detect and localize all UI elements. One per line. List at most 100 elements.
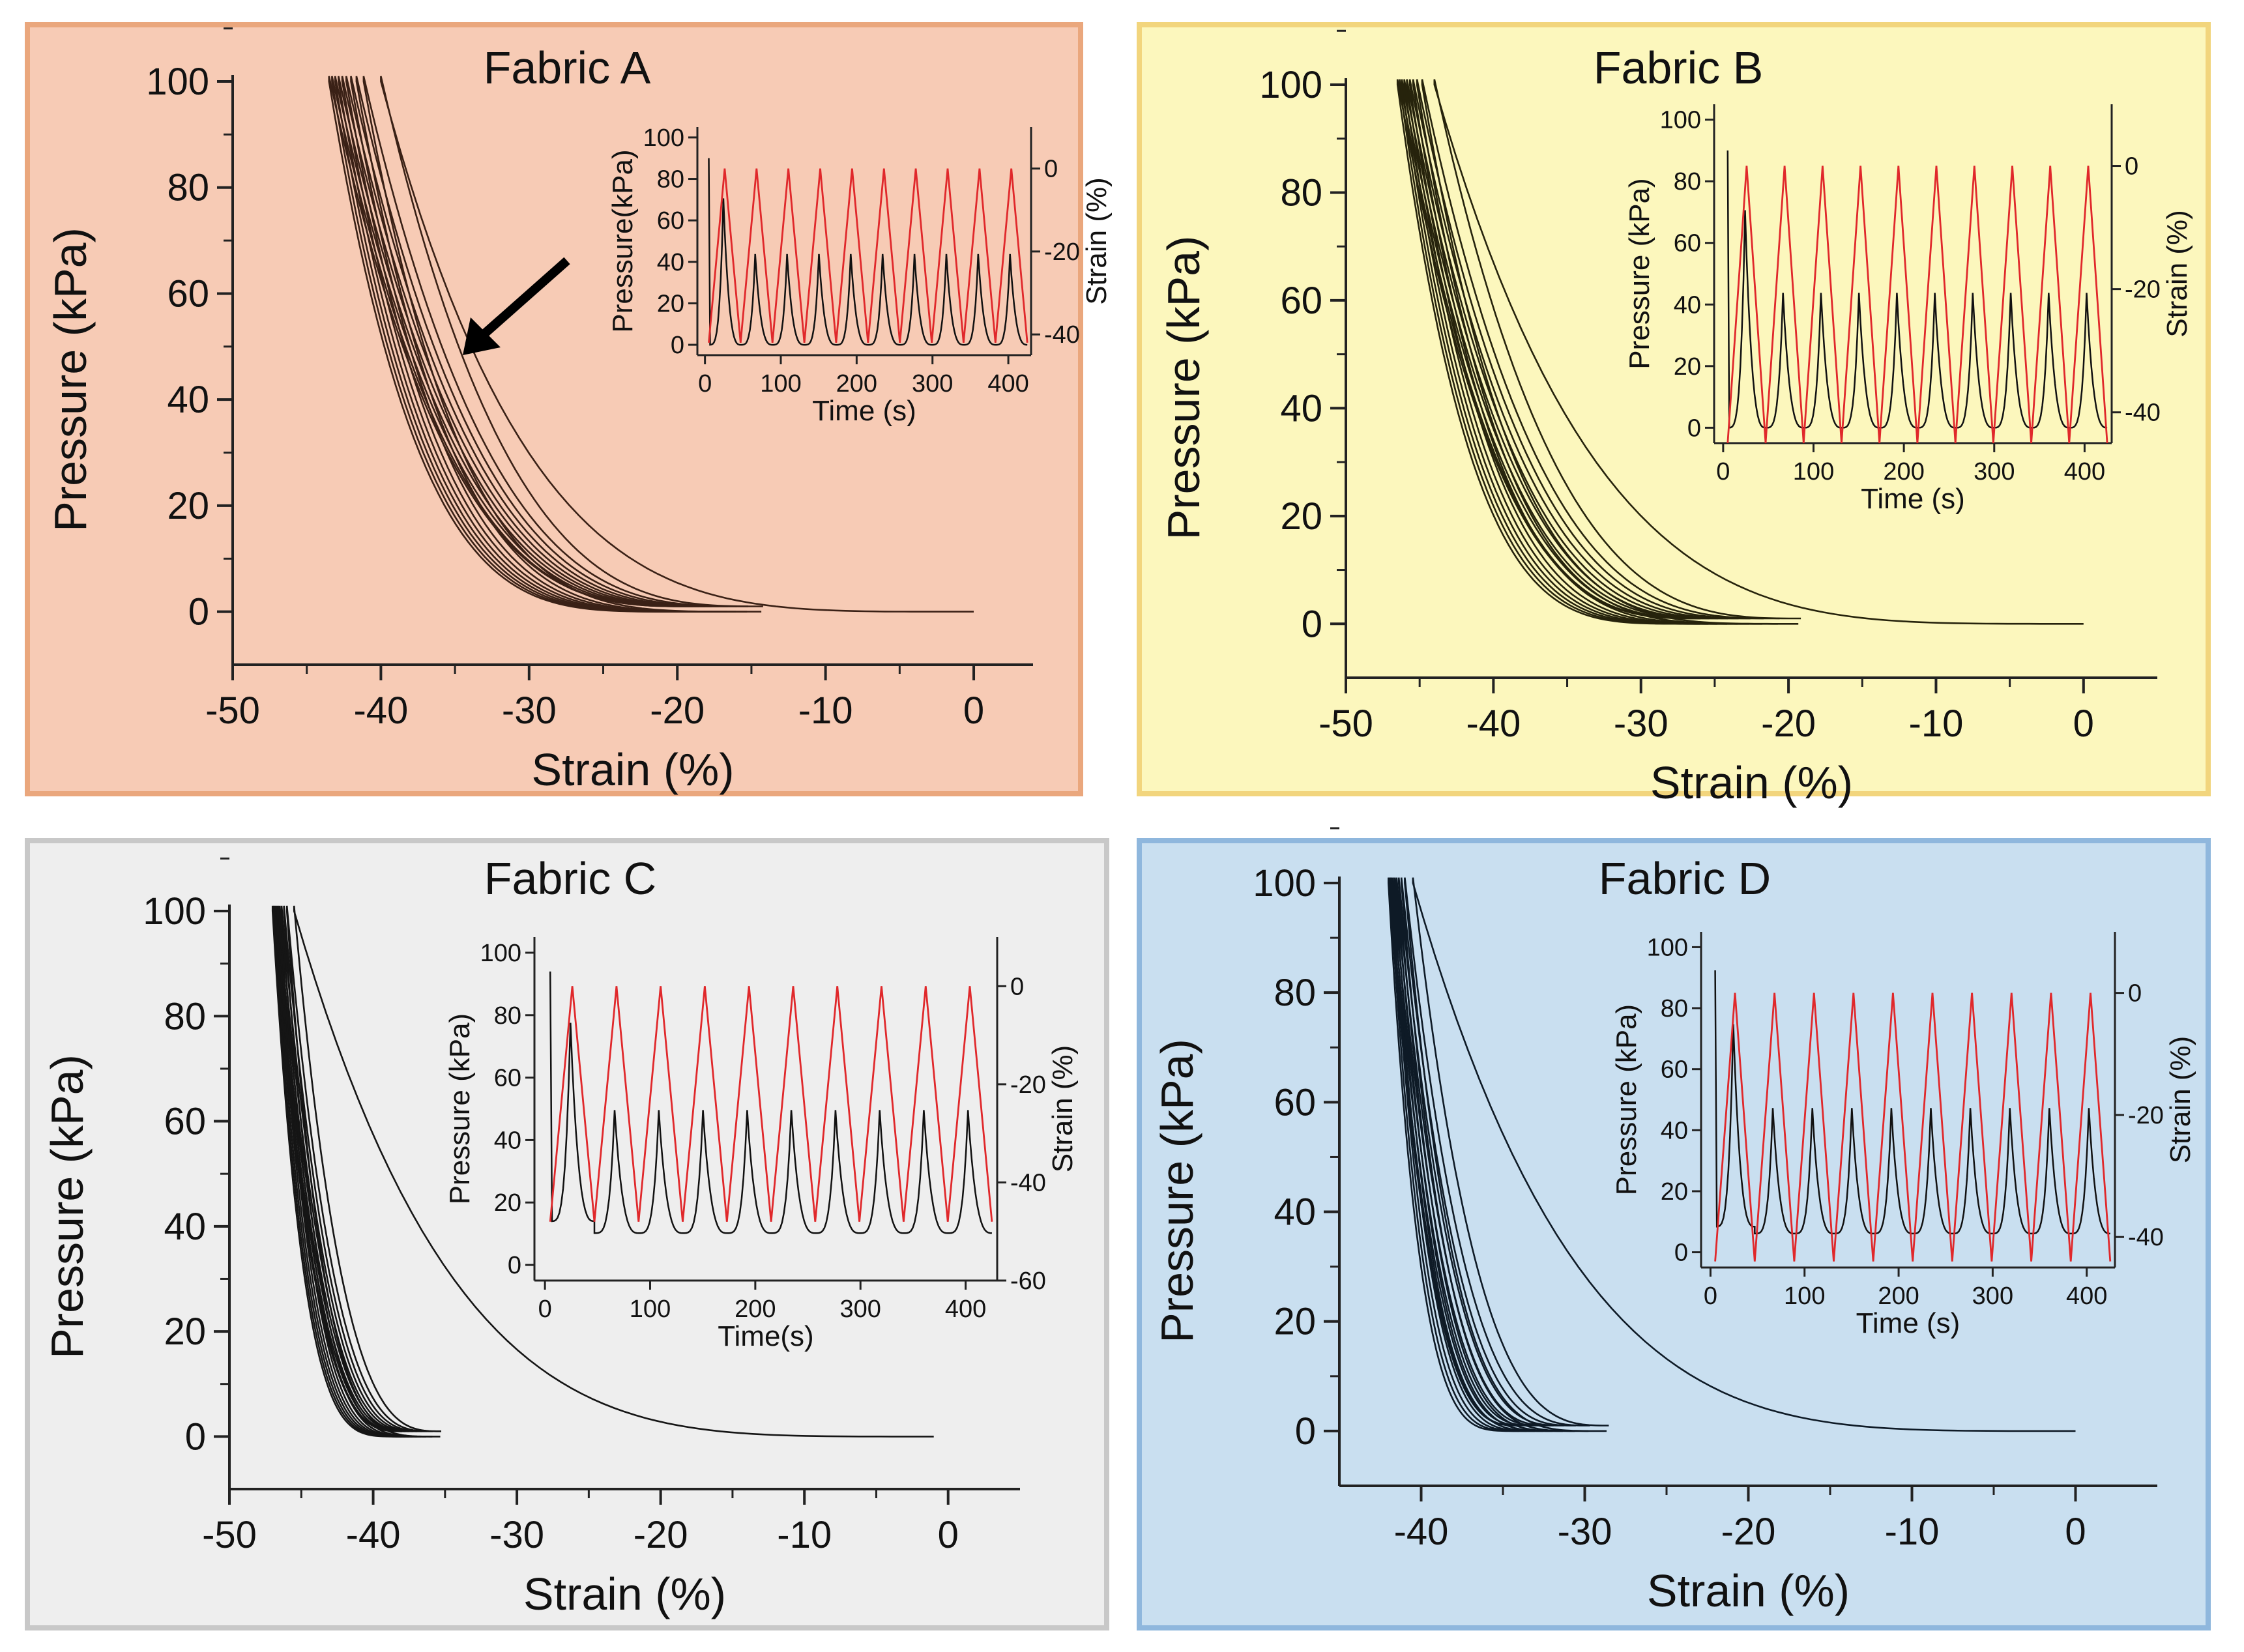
inset-x-axis-label: Time (s) (812, 395, 916, 427)
inset-x-axis-label: Time (s) (1856, 1307, 1960, 1339)
inset-left-axis-label: Pressure (kPa) (444, 1013, 476, 1204)
y-tick-label: 100 (1253, 862, 1316, 905)
inset-y-tick-label: 80 (494, 1002, 521, 1030)
x-tick-label: -30 (1558, 1511, 1612, 1553)
y-tick-label: 80 (1274, 972, 1316, 1014)
x-tick-label: 0 (938, 1514, 959, 1556)
loop-cycle-1 (1412, 877, 2076, 1432)
inset-y-tick-label: 0 (1674, 1239, 1688, 1267)
x-axis-label: Strain (%) (523, 1569, 726, 1619)
inset-right-axis-label: Strain (%) (2164, 1036, 2196, 1164)
loop-cycle-7 (338, 76, 712, 613)
inset-x-tick-label: 0 (538, 1296, 552, 1323)
loop-cycle-8 (1401, 79, 1717, 625)
loop-cycle-3 (1416, 79, 1778, 625)
inset-plot: 0 100 200 300 400 0 20 40 60 80 100 -40 -20 0 Time (s)… (607, 124, 1113, 427)
pressure-trace (708, 158, 1028, 346)
inset-x-tick-label: 300 (1974, 458, 2015, 485)
y-tick-label: 80 (167, 167, 209, 209)
inset-x-tick-label: 100 (630, 1296, 671, 1323)
inset-plot: 0 100 200 300 400 0 20 40 60 80 100 -40 -20 0 Time (s)… (1610, 932, 2196, 1339)
x-tick-label: -20 (650, 689, 705, 732)
inset-x-tick-label: 0 (698, 370, 712, 398)
loop-cycle-4 (280, 905, 426, 1438)
hysteresis-loops (1388, 877, 2076, 1432)
y-tick-label: 0 (188, 591, 209, 633)
x-tick-label: -20 (1761, 703, 1816, 745)
loop-cycle-3 (355, 76, 748, 613)
inset-x-tick-label: 300 (840, 1296, 881, 1323)
inset-left-axis-label: Pressure(kPa) (607, 149, 639, 332)
inset-y-tick-label: 40 (494, 1127, 521, 1154)
loop-cycle-5 (345, 76, 727, 613)
inset-y-tick-label: 0 (508, 1252, 521, 1279)
x-tick-label: -40 (353, 689, 408, 732)
inset-x-tick-label: 300 (1972, 1282, 2013, 1310)
y-tick-label: 60 (167, 272, 209, 315)
strain-trace (549, 986, 993, 1222)
x-axis-label: Strain (%) (1650, 757, 1853, 808)
inset-x-tick-label: 400 (987, 370, 1028, 398)
inset-y-tick-label: 80 (657, 166, 684, 194)
cycle-arrow-shaft (479, 257, 570, 340)
pressure-trace (1727, 150, 2108, 429)
x-tick-label: -40 (346, 1514, 401, 1556)
inset-plot: 0 100 200 300 400 0 20 40 60 80 100 -60 -40 -20 0 Time(… (444, 937, 1079, 1352)
loop-cycle-5 (1408, 79, 1749, 625)
inset-plot: 0 100 200 300 400 0 20 40 60 80 100 -40 -20 0 Time (s)… (1624, 104, 2193, 515)
inset-x-tick-label: 200 (836, 370, 877, 398)
y-axis-label: Pressure (kPa) (1158, 236, 1209, 540)
inset-x-tick-label: 100 (760, 370, 801, 398)
inset-x-tick-label: 200 (1883, 458, 1924, 485)
inset-y-tick-label: 40 (1661, 1117, 1688, 1144)
strain-trace (1714, 993, 2112, 1262)
y-tick-label: 60 (1280, 280, 1322, 322)
inset-y2-tick-label: 0 (2128, 980, 2142, 1007)
loop-cycle-7 (1403, 79, 1727, 625)
inset-y-tick-label: 100 (643, 124, 684, 152)
y-tick-label: 100 (143, 890, 206, 933)
loop-cycle-7 (1392, 877, 1543, 1432)
inset-y2-tick-label: -60 (1010, 1268, 1046, 1295)
y-tick-label: 0 (1295, 1410, 1316, 1453)
loop-cycle-5 (278, 905, 422, 1438)
inset-y2-tick-label: 0 (1010, 973, 1024, 1000)
loop-cycle-8 (1390, 877, 1535, 1432)
inset-x-tick-label: 100 (1784, 1282, 1825, 1310)
x-tick-label: -40 (1466, 703, 1521, 745)
inset-x-tick-label: 200 (1878, 1282, 1919, 1310)
y-tick-label: 60 (1274, 1081, 1316, 1123)
inset-y2-tick-label: -20 (2128, 1102, 2164, 1129)
inset-y-tick-label: 80 (1674, 168, 1701, 196)
inset-y2-tick-label: -40 (2128, 1224, 2164, 1251)
inset-y-tick-label: 0 (1687, 414, 1701, 442)
inset-x-tick-label: 0 (1716, 458, 1730, 485)
loop-cycle-3 (283, 905, 433, 1438)
x-tick-label: -10 (777, 1514, 832, 1556)
inset-y2-tick-label: -40 (1010, 1169, 1046, 1196)
x-tick-label: -50 (205, 689, 260, 732)
x-tick-label: -50 (202, 1514, 257, 1556)
x-tick-label: 0 (2073, 703, 2094, 745)
x-tick-label: -40 (1394, 1511, 1449, 1553)
x-tick-label: -50 (1319, 703, 1373, 745)
inset-x-tick-label: 400 (2064, 458, 2105, 485)
panel-title: Fabric A (484, 42, 651, 93)
x-axis-label: Strain (%) (1647, 1565, 1850, 1616)
strain-trace (708, 168, 1028, 343)
inset-x-tick-label: 100 (1793, 458, 1834, 485)
hysteresis-loops (1396, 79, 2084, 625)
y-tick-label: 0 (1302, 603, 1322, 645)
x-tick-label: -30 (489, 1514, 544, 1556)
panel-frame (1137, 22, 2211, 796)
x-tick-label: -10 (1909, 703, 1964, 745)
x-tick-label: -20 (1721, 1511, 1776, 1553)
inset-y2-tick-label: -40 (1044, 321, 1080, 349)
inset-y-tick-label: 100 (480, 940, 521, 967)
x-tick-label: 0 (2065, 1511, 2086, 1553)
y-tick-label: 60 (164, 1101, 206, 1143)
loop-cycle-8 (334, 76, 705, 613)
loop-cycle-10 (1388, 877, 1520, 1432)
loop-cycle-2 (362, 76, 762, 613)
inset-y-tick-label: 20 (1661, 1178, 1688, 1206)
